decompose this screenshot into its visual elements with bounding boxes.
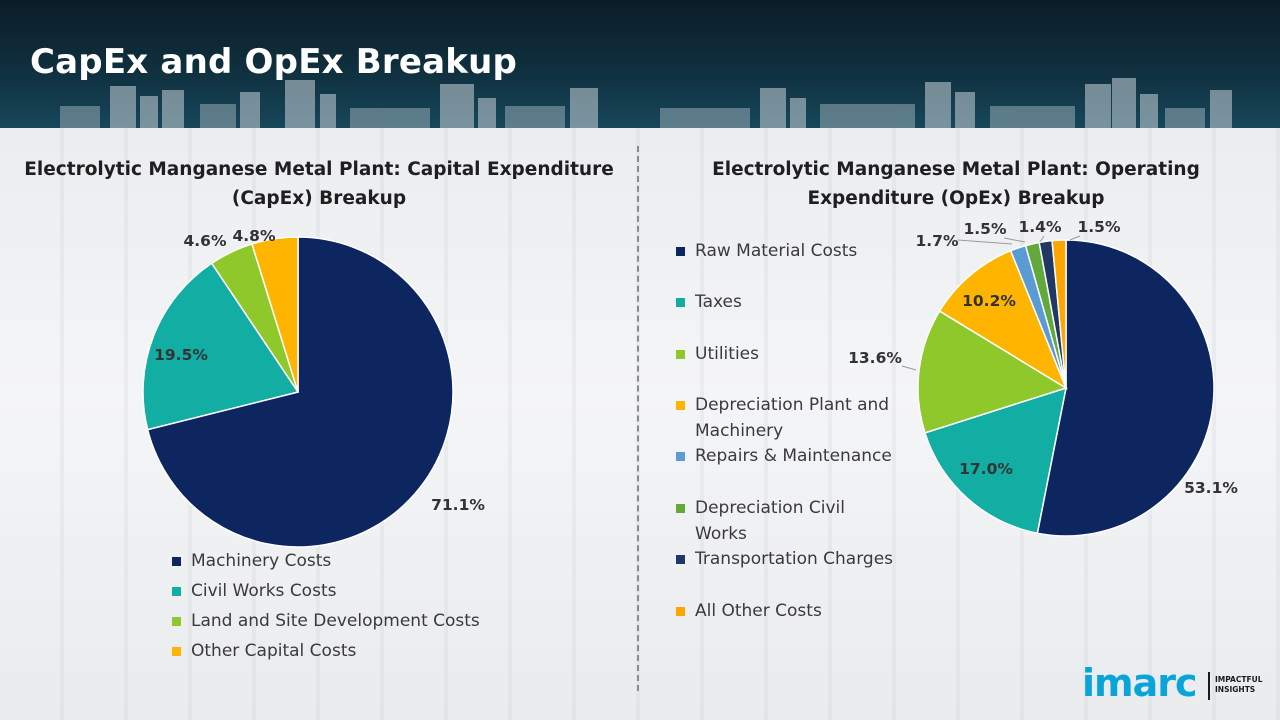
- opex-legend-label: Raw Material Costs: [695, 241, 858, 261]
- capex-legend-label: Civil Works Costs: [191, 581, 337, 601]
- opex-data-label-raw-material-costs: 53.1%: [1184, 479, 1238, 497]
- opex-legend: Raw Material Costs Taxes Utilities Deprecia…: [676, 238, 916, 628]
- panel-divider: [637, 146, 639, 691]
- opex-data-label-utilities: 13.6%: [848, 349, 902, 367]
- opex-data-label-repairs-and-maintenance: 1.7%: [916, 232, 959, 250]
- opex-legend-label: Taxes: [695, 292, 742, 312]
- opex-pie-chart: 53.1% 17.0% 13.6% 10.2% 1.7% 1.5% 1.4% 1.5%: [848, 218, 1238, 537]
- capex-slice-machinery-costs: [146, 236, 454, 548]
- logo-wordmark: imarc: [1082, 661, 1198, 705]
- logo-tagline: IMPACTFUL INSIGHTS: [1215, 675, 1263, 694]
- capex-legend-swatch: [172, 617, 181, 626]
- opex-slice-utilities: [917, 310, 1068, 434]
- opex-legend-swatch: [676, 247, 685, 256]
- opex-data-label-all-other-costs: 1.5%: [1078, 218, 1121, 236]
- opex-data-label-depreciation-plant-and-machinery: 10.2%: [962, 292, 1016, 310]
- capex-legend-swatch: [172, 587, 181, 596]
- opex-slice-raw-material-costs: [1036, 239, 1215, 537]
- opex-data-label-taxes: 17.0%: [959, 460, 1013, 478]
- opex-slice-all-other-costs: [1051, 239, 1067, 389]
- capex-legend-swatch: [172, 647, 181, 656]
- opex-slice-depreciation-plant-and-machinery: [938, 249, 1068, 390]
- opex-data-label-transportation-charges: 1.4%: [1019, 218, 1062, 236]
- header-banner: CapEx and OpEx Breakup: [0, 0, 1280, 128]
- capex-data-label-machinery-costs: 71.1%: [431, 496, 485, 514]
- capex-data-label-other-capital-costs: 4.8%: [233, 227, 276, 245]
- opex-legend-swatch: [676, 555, 685, 564]
- capex-legend-label: Other Capital Costs: [191, 641, 357, 661]
- opex-legend-swatch: [676, 298, 685, 307]
- capex-legend-swatch: [172, 557, 181, 566]
- opex-legend-swatch: [676, 452, 685, 461]
- capex-chart-title: Electrolytic Manganese Metal Plant: Capi…: [24, 159, 614, 209]
- capex-data-label-land-and-site-development-costs: 4.6%: [184, 232, 227, 250]
- capex-pie-chart: 71.1% 19.5% 4.6% 4.8%: [142, 227, 485, 548]
- logo-separator: [1208, 672, 1210, 700]
- opex-legend-swatch: [676, 607, 685, 616]
- capex-legend-label: Land and Site Development Costs: [191, 611, 480, 631]
- opex-slice-taxes: [924, 386, 1067, 535]
- opex-leader-line-utilities: [901, 365, 917, 371]
- capex-data-label-civil-works-costs: 19.5%: [154, 346, 208, 364]
- capex-slice-other-capital-costs: [251, 236, 299, 393]
- opex-legend-label: Depreciation Civil Works: [695, 498, 845, 544]
- imarc-logo: imarc IMPACTFUL INSIGHTS: [1082, 660, 1262, 706]
- opex-legend-swatch: [676, 350, 685, 359]
- opex-legend-swatch: [676, 504, 685, 513]
- capex-slice-civil-works-costs: [142, 262, 300, 431]
- capex-legend: Machinery Costs Civil Works Costs Land and…: [172, 548, 512, 668]
- opex-legend-label: Transportation Charges: [695, 549, 894, 569]
- opex-leader-line-depreciation-civil-works: [1003, 237, 1026, 243]
- opex-legend-label: All Other Costs: [695, 601, 822, 621]
- opex-legend-label: Repairs & Maintenance: [695, 446, 892, 466]
- city-skyline-decoration: [60, 78, 1232, 128]
- capex-legend-label: Machinery Costs: [191, 551, 332, 571]
- page-title: CapEx and OpEx Breakup: [30, 42, 518, 82]
- opex-chart-title: Electrolytic Manganese Metal Plant: Oper…: [712, 159, 1200, 209]
- opex-leader-line-all-other-costs: [1069, 235, 1081, 241]
- opex-legend-label: Utilities: [695, 344, 759, 364]
- opex-legend-label: Depreciation Plant and Machinery: [695, 395, 890, 441]
- opex-legend-swatch: [676, 401, 685, 410]
- opex-data-label-depreciation-civil-works: 1.5%: [964, 220, 1007, 238]
- opex-leader-line-transportation-charges: [1039, 235, 1045, 243]
- opex-leader-line-repairs-and-maintenance: [957, 239, 1013, 245]
